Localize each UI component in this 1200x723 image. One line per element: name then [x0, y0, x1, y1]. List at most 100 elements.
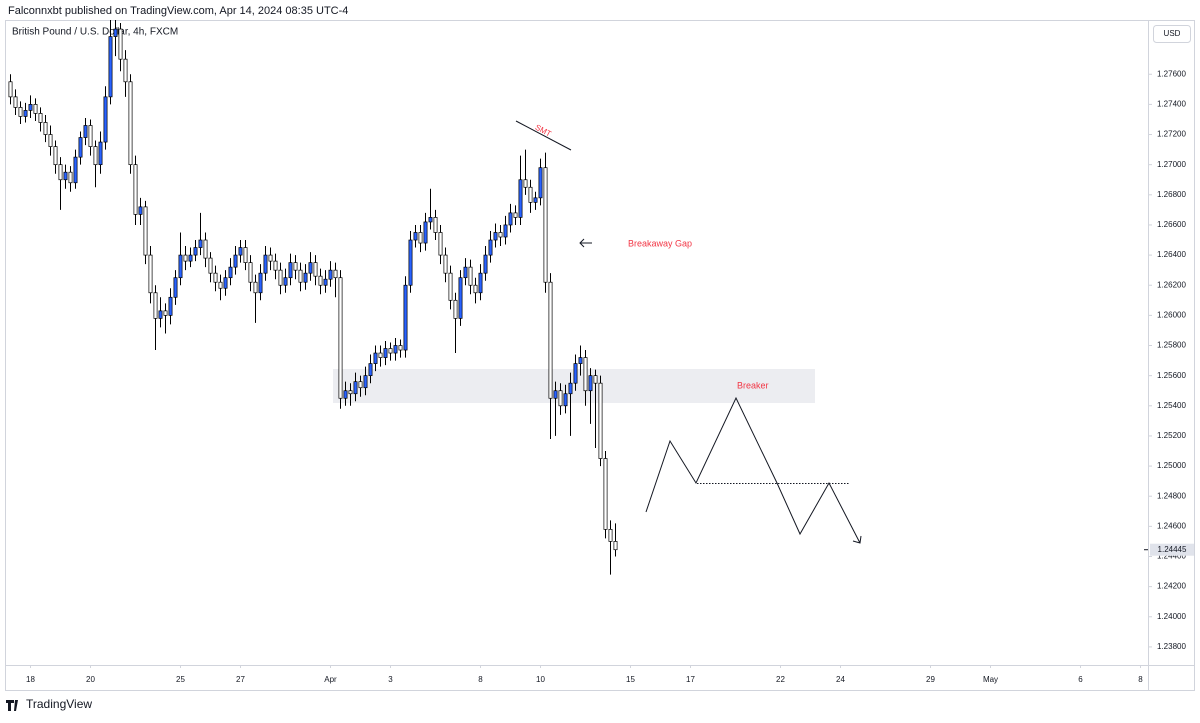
candle-body	[528, 186, 533, 203]
candle-body	[553, 390, 558, 399]
candle-body	[423, 221, 428, 244]
currency-box[interactable]	[1153, 25, 1191, 43]
candle-body	[98, 141, 103, 166]
x-tick-label: 6	[1078, 675, 1083, 684]
candle-body	[498, 232, 503, 238]
y-tick-label: 1.24200	[1157, 582, 1186, 591]
candle-body	[583, 357, 588, 392]
candle-body	[63, 171, 68, 181]
chart-frame	[5, 20, 1195, 691]
candle-body	[608, 529, 613, 542]
candle-body	[613, 541, 618, 551]
candle-body	[8, 81, 13, 98]
candle-body	[473, 284, 478, 294]
last-price-box	[1150, 543, 1194, 556]
candle-body	[263, 254, 268, 274]
candle-body	[443, 254, 448, 274]
candle-body	[108, 36, 113, 98]
y-tick-label: 1.27600	[1157, 69, 1186, 78]
candle-body	[563, 393, 568, 407]
candle-body	[433, 217, 438, 233]
candle-body	[598, 382, 603, 459]
x-tick-label: May	[983, 675, 998, 684]
candle-body	[353, 381, 358, 395]
publisher-line: Falconnxbt published on TradingView.com,…	[8, 5, 348, 17]
candle-body	[253, 281, 258, 294]
x-tick-label: 15	[626, 675, 635, 684]
y-tick-label: 1.24400	[1157, 552, 1186, 561]
candle-body	[33, 104, 38, 114]
candles	[8, 20, 618, 575]
candle-body	[523, 179, 528, 188]
candle-body	[398, 345, 403, 351]
logo-mark	[6, 700, 18, 711]
candle-body	[413, 232, 418, 241]
y-tick-label: 1.25400	[1157, 401, 1186, 410]
last-price-label: 1.24445	[1158, 545, 1187, 554]
candle-body	[153, 292, 158, 319]
candle-body	[288, 262, 293, 279]
breaker-label: Breaker	[737, 380, 769, 390]
gap-arrow	[579, 238, 592, 248]
x-tick-label: 20	[86, 675, 95, 684]
candle-body	[88, 125, 93, 147]
candle-body	[488, 239, 493, 256]
candle-body	[68, 171, 73, 184]
candle-body	[468, 266, 473, 286]
y-tick-label: 1.27400	[1157, 100, 1186, 109]
candle-body	[283, 277, 288, 286]
candle-body	[193, 247, 198, 256]
candle-body	[588, 375, 593, 392]
candle-body	[163, 310, 168, 316]
candle-body	[258, 272, 263, 294]
currency-label: USD	[1164, 29, 1181, 38]
candle-body	[388, 348, 393, 354]
candle-body	[213, 272, 218, 283]
candle-body	[133, 164, 138, 215]
candle-body	[53, 146, 58, 166]
candle-body	[558, 390, 563, 407]
y-tick-label: 1.26800	[1157, 190, 1186, 199]
y-tick-label: 1.24600	[1157, 521, 1186, 530]
candle-body	[328, 269, 333, 280]
x-tick-label: 3	[388, 675, 393, 684]
candle-body	[408, 239, 413, 286]
candle-body	[103, 96, 108, 143]
candle-body	[93, 146, 98, 166]
candle-body	[178, 254, 183, 279]
candle-body	[403, 284, 408, 351]
candle-body	[318, 275, 323, 286]
x-tick-label: 18	[26, 675, 35, 684]
candle-body	[573, 363, 578, 384]
candle-body	[203, 239, 208, 259]
candle-body	[198, 239, 203, 248]
y-tick-label: 1.26200	[1157, 280, 1186, 289]
candle-body	[183, 254, 188, 262]
candle-body	[223, 277, 228, 289]
candle-body	[308, 262, 313, 274]
candle-body	[268, 254, 273, 262]
candle-body	[118, 28, 123, 60]
candle-body	[38, 113, 43, 123]
candle-body	[273, 260, 278, 271]
candle-body	[428, 217, 433, 223]
candle-body	[313, 262, 318, 277]
y-tick-label: 1.26000	[1157, 310, 1186, 319]
candle-body	[378, 352, 383, 358]
y-tick-label: 1.24000	[1157, 612, 1186, 621]
candle-body	[233, 254, 238, 268]
candle-body	[208, 257, 213, 274]
candle-body	[303, 272, 308, 283]
x-tick-label: 25	[176, 675, 185, 684]
candle-body	[358, 381, 363, 389]
candle-body	[393, 345, 398, 354]
candle-body	[113, 28, 118, 37]
candle-body	[158, 310, 163, 319]
candle-body	[603, 458, 608, 530]
footer-logo: TradingView	[6, 697, 92, 711]
candle-body	[418, 232, 423, 244]
y-tick-label: 1.25200	[1157, 431, 1186, 440]
candle-body	[323, 278, 328, 286]
x-tick-label: 17	[686, 675, 695, 684]
